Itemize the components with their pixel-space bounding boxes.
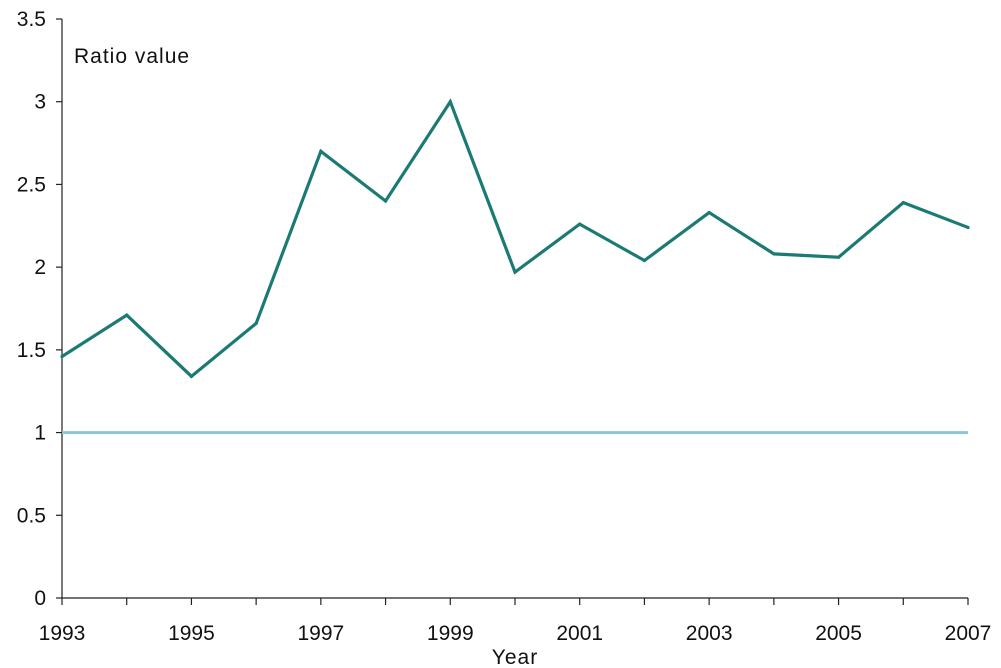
data-point <box>125 313 129 317</box>
axes: 0 0.5 1 1.5 2 2.5 3 3.5 1993 1995 1997 1999 2001 2003… <box>17 8 992 645</box>
x-tick-label: 1997 <box>297 622 344 645</box>
data-point <box>60 354 64 359</box>
x-tick-label: 2001 <box>556 622 603 645</box>
data-point <box>383 199 388 203</box>
data-point <box>642 258 647 263</box>
x-tick-label: 1999 <box>427 622 474 645</box>
data-point <box>901 201 905 205</box>
x-axis-title: Year <box>492 646 538 668</box>
y-tick-label: 2 <box>34 256 46 279</box>
series-line <box>61 98 969 379</box>
x-tick-label: 2007 <box>945 622 992 645</box>
x-tick-label: 2005 <box>815 622 862 645</box>
y-tick-label: 1 <box>34 422 46 445</box>
series-layer <box>60 98 970 379</box>
data-point <box>707 210 711 215</box>
x-tick-label: 1993 <box>39 622 86 645</box>
axis-labels: Ratio value Year <box>74 45 538 668</box>
x-tick-label: 2003 <box>686 622 733 645</box>
y-tick-label: 3.5 <box>17 8 46 31</box>
y-tick-label: 2.5 <box>17 173 46 196</box>
data-point <box>319 149 323 153</box>
data-point <box>966 225 970 230</box>
data-point <box>189 374 194 378</box>
data-point <box>513 270 517 274</box>
data-point <box>836 255 841 259</box>
y-tick-label: 0.5 <box>17 504 46 527</box>
data-point <box>578 222 582 226</box>
y-tick-label: 3 <box>34 91 46 114</box>
data-point <box>448 100 452 104</box>
y-tick-label: 1.5 <box>17 339 46 362</box>
data-point <box>772 252 776 256</box>
y-tick-label: 0 <box>34 587 46 610</box>
x-tick-label: 1995 <box>168 622 215 645</box>
y-axis-title: Ratio value <box>74 45 190 68</box>
data-point <box>254 321 258 325</box>
